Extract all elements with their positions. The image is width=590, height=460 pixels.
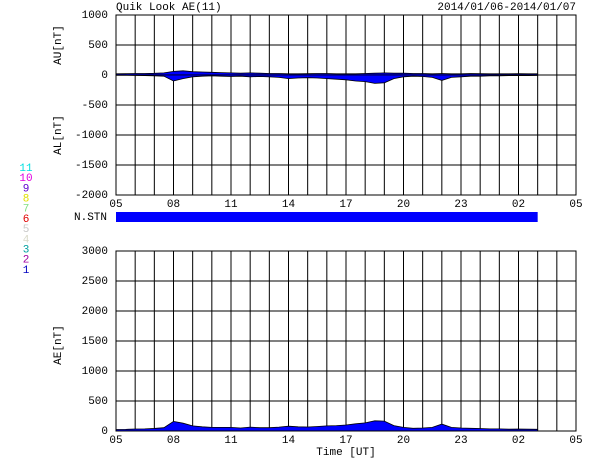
area-series <box>115 70 539 76</box>
station-level: 7 <box>23 204 30 216</box>
plot-frame <box>115 250 577 432</box>
y-tick-label: -2000 <box>75 190 108 202</box>
x-tick-label: 02 <box>512 199 525 211</box>
y-tick-label: 1000 <box>82 10 108 22</box>
y-tick-label: 2000 <box>82 306 108 318</box>
date-range: 2014/01/06-2014/01/07 <box>437 2 576 14</box>
x-tick-label: 11 <box>224 435 238 447</box>
x-axis-label: Time [UT] <box>316 447 375 459</box>
plot-frame <box>115 14 577 196</box>
y-tick-label: -1000 <box>75 130 108 142</box>
station-level: 1 <box>23 265 30 277</box>
y-tick-label: 1500 <box>82 336 108 348</box>
x-tick-label: 17 <box>339 435 352 447</box>
x-tick-label: 05 <box>109 435 122 447</box>
y-axis-label: N.STN <box>74 212 107 224</box>
area-series <box>115 420 539 432</box>
y-axis-label: AE[nT] <box>53 325 65 365</box>
x-tick-label: 14 <box>282 199 296 211</box>
station-level: 11 <box>19 163 33 175</box>
y-tick-label: 500 <box>88 396 108 408</box>
x-tick-label: 23 <box>454 435 467 447</box>
y-tick-label: -1500 <box>75 160 108 172</box>
x-tick-label: 17 <box>339 199 352 211</box>
x-tick-label: 05 <box>569 435 582 447</box>
x-tick-label: 02 <box>512 435 525 447</box>
station-level: 10 <box>19 173 32 185</box>
x-tick-label: 11 <box>224 199 238 211</box>
y-tick-label: 2500 <box>82 276 108 288</box>
station-level: 3 <box>23 245 30 257</box>
station-level: 5 <box>23 224 30 236</box>
station-level: 4 <box>23 234 30 246</box>
x-tick-label: 23 <box>454 199 467 211</box>
y-axis-label: AU[nT] <box>53 25 65 65</box>
y-tick-label: 1000 <box>82 366 108 378</box>
chart-title: Quik Look AE(11) <box>116 2 222 14</box>
station-level: 6 <box>23 214 30 226</box>
station-level: 2 <box>23 255 30 267</box>
station-bar <box>116 212 538 222</box>
x-tick-label: 05 <box>569 199 582 211</box>
x-tick-label: 08 <box>167 435 180 447</box>
y-axis-label: AL[nT] <box>53 115 65 155</box>
y-tick-label: 0 <box>101 426 108 438</box>
station-level: 9 <box>23 183 30 195</box>
y-tick-label: 3000 <box>82 246 108 258</box>
x-tick-label: 05 <box>109 199 122 211</box>
x-tick-label: 20 <box>397 199 410 211</box>
area-series <box>115 74 539 84</box>
y-tick-label: 500 <box>88 40 108 52</box>
y-tick-label: -500 <box>82 100 108 112</box>
x-tick-label: 14 <box>282 435 296 447</box>
x-tick-label: 08 <box>167 199 180 211</box>
station-level: 8 <box>23 194 30 206</box>
x-tick-label: 20 <box>397 435 410 447</box>
y-tick-label: 0 <box>101 70 108 82</box>
